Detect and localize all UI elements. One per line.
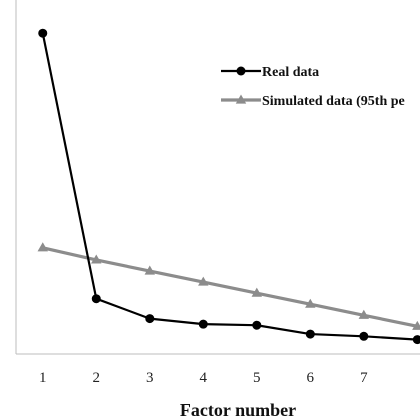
data-point [144, 265, 155, 275]
series-real-data [38, 28, 420, 345]
x-tick-labels: 1 2 3 4 5 6 7 [39, 370, 368, 386]
data-point [91, 294, 101, 304]
x-tick-label: 5 [253, 370, 261, 386]
data-point [251, 287, 263, 297]
x-tick-label: 4 [200, 370, 208, 386]
data-point [412, 320, 420, 330]
series-simulated-data [37, 242, 420, 330]
data-point [358, 309, 370, 319]
data-point [305, 298, 316, 308]
x-tick-label: 1 [39, 370, 47, 386]
data-point [198, 276, 209, 286]
x-tick-label: 7 [360, 370, 368, 386]
data-point [305, 329, 315, 339]
legend-item: Real data [221, 65, 319, 80]
data-point [37, 242, 48, 252]
data-point [38, 28, 48, 38]
data-point [252, 320, 262, 330]
legend-label: Real data [262, 65, 319, 80]
legend-marker [235, 94, 247, 104]
x-axis-title: Factor number [180, 400, 296, 420]
data-point [359, 331, 369, 341]
data-point [145, 314, 155, 324]
legend-item: Simulated data (95th pe [221, 94, 405, 109]
series-line [41, 32, 418, 341]
x-tick-label: 6 [307, 370, 315, 386]
legend-marker [236, 66, 246, 76]
data-point [412, 335, 420, 345]
x-tick-label: 2 [93, 370, 101, 386]
data-point [91, 254, 102, 264]
data-point [198, 319, 208, 329]
series-line [42, 246, 418, 328]
legend: Real data Simulated data (95th pe [221, 65, 405, 109]
x-tick-label: 3 [146, 370, 154, 386]
series-layer [37, 28, 420, 345]
legend-label: Simulated data (95th pe [262, 94, 405, 109]
